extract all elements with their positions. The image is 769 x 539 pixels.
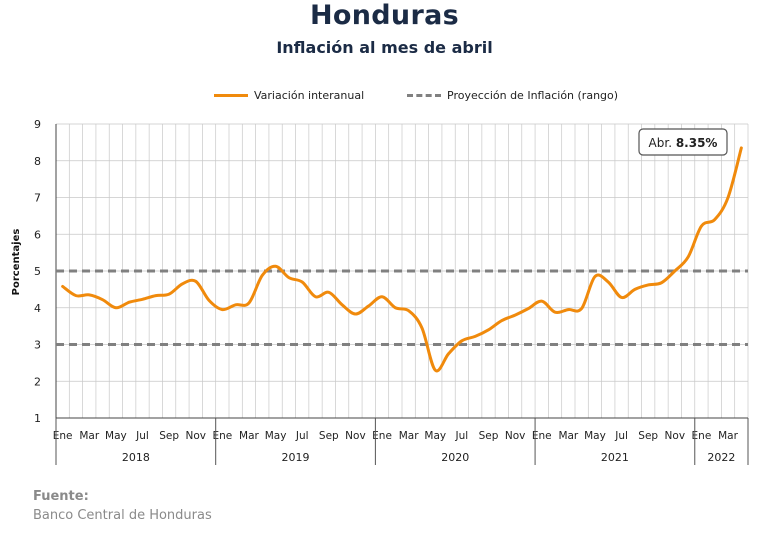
legend-item-band: Proyección de Inflación (rango): [407, 89, 618, 102]
x-tick-label: Jul: [455, 430, 469, 442]
x-tick-label: May: [584, 430, 606, 442]
x-tick-label: Nov: [665, 430, 686, 442]
x-tick-label: Sep: [319, 430, 339, 442]
x-tick-label: Mar: [399, 430, 419, 442]
chart-title: Honduras: [310, 0, 459, 31]
y-tick-label: 7: [34, 192, 41, 205]
x-tick-label: Jul: [135, 430, 149, 442]
y-tick-label: 1: [34, 412, 41, 425]
x-tick-label: Mar: [79, 430, 99, 442]
x-tick-label: May: [424, 430, 446, 442]
series-line-variacion-interanual: [61, 146, 743, 373]
y-tick-label: 4: [34, 302, 41, 315]
series-line-group: [61, 146, 743, 373]
x-tick-label: Nov: [345, 430, 366, 442]
callout-box: [638, 128, 728, 156]
x-tick-label: Ene: [372, 430, 392, 442]
x-tick-label: Mar: [718, 430, 738, 442]
x-tick-label: Ene: [53, 430, 73, 442]
x-axis: Ene Mar May Jul Sep Nov Ene Mar May Jul Sep Nov Ene M…: [53, 417, 749, 465]
legend-series-label: Variación interanual: [254, 89, 365, 102]
x-tick-label: Ene: [212, 430, 232, 442]
callout-label: Abr.: [649, 136, 676, 150]
callout-text: Abr. 8.35%: [649, 136, 718, 150]
y-tick-label: 3: [34, 339, 41, 352]
inflation-range-lines: [56, 269, 748, 346]
x-tick-label: Sep: [479, 430, 499, 442]
x-tick-label: Jul: [295, 430, 309, 442]
source-text: Banco Central de Honduras: [33, 508, 212, 523]
year-label: 2022: [707, 451, 735, 464]
inflation-chart: 1 2 3 4 5 6 7 8 9 Ene Mar May Jul Sep Nov Ene Mar May Jul…: [11, 118, 749, 465]
x-tick-label: Mar: [558, 430, 578, 442]
y-tick-label: 5: [34, 265, 41, 278]
legend-band-swatch: [407, 94, 441, 97]
legend-band-label: Proyección de Inflación (rango): [447, 89, 619, 102]
y-tick-labels: 1 2 3 4 5 6 7 8 9: [34, 118, 41, 425]
y-tick-label: 8: [34, 155, 41, 168]
x-tick-label: May: [265, 430, 287, 442]
source-note: Fuente: Banco Central de Honduras: [33, 489, 212, 523]
x-tick-label: Sep: [638, 430, 658, 442]
y-axis-label: Porcentajes: [11, 229, 22, 296]
y-tick-label: 2: [34, 375, 41, 388]
x-tick-label: Sep: [159, 430, 179, 442]
year-label: 2021: [601, 451, 629, 464]
x-tick-label: Jul: [614, 430, 628, 442]
callout-value: 8.35%: [676, 136, 718, 150]
source-label: Fuente:: [33, 489, 89, 504]
y-tick-label: 9: [34, 118, 41, 131]
year-label: 2018: [122, 451, 150, 464]
x-tick-label: Nov: [505, 430, 526, 442]
x-tick-label: Ene: [692, 430, 712, 442]
chart-subtitle: Inflación al mes de abril: [276, 38, 493, 57]
x-tick-label: Mar: [239, 430, 259, 442]
legend-series-swatch: [214, 94, 248, 97]
x-tick-label: Nov: [185, 430, 206, 442]
latest-value-callout: Abr. 8.35%: [638, 128, 728, 156]
year-label: 2020: [441, 451, 469, 464]
x-tick-label: May: [105, 430, 127, 442]
chart-legend: Variación interanual Proyección de Infla…: [0, 89, 769, 107]
y-tick-label: 6: [34, 228, 41, 241]
year-label: 2019: [282, 451, 310, 464]
legend-item-series: Variación interanual: [214, 89, 364, 102]
x-tick-label: Ene: [532, 430, 552, 442]
